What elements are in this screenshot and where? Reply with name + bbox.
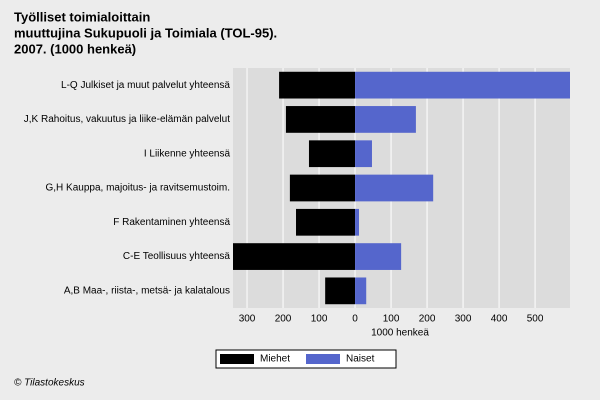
legend-swatch	[306, 354, 340, 364]
bar	[308, 140, 356, 168]
x-tick-label: 400	[491, 314, 508, 325]
x-tick-label: 200	[275, 314, 292, 325]
x-tick-label: 100	[311, 314, 328, 325]
bar	[296, 208, 356, 236]
bar	[289, 174, 356, 202]
legend-swatch	[220, 354, 254, 364]
bar	[355, 243, 402, 270]
bar	[285, 106, 356, 133]
y-tick-label: F Rakentaminen yhteensä	[113, 217, 230, 228]
legend-label: Naiset	[346, 354, 375, 365]
x-tick-label: 0	[352, 314, 358, 325]
chart-title: 2007. (1000 henkeä)	[14, 41, 136, 56]
bar	[355, 140, 372, 168]
bar	[355, 208, 360, 236]
chart-title: muuttujina Sukupuoli ja Toimiala (TOL-95…	[14, 25, 277, 40]
bar	[355, 106, 416, 133]
bar	[233, 243, 356, 270]
x-tick-label: 500	[527, 314, 544, 325]
source: © Tilastokeskus	[14, 378, 85, 389]
bar	[355, 71, 570, 99]
bar	[325, 277, 356, 305]
y-tick-label: J,K Rahoitus, vakuutus ja liike-elämän p…	[24, 114, 230, 125]
x-tick-label: 100	[383, 314, 400, 325]
x-tick-label: 300	[239, 314, 256, 325]
bar	[355, 277, 367, 305]
y-tick-label: L-Q Julkiset ja muut palvelut yhteensä	[61, 80, 230, 91]
x-tick-label: 200	[419, 314, 436, 325]
bar	[279, 71, 356, 99]
x-axis-label: 1000 henkeä	[371, 328, 429, 339]
y-tick-label: A,B Maa-, riista-, metsä- ja kalatalous	[64, 285, 230, 296]
x-tick-label: 300	[455, 314, 472, 325]
y-tick-label: I Liikenne yhteensä	[144, 148, 231, 159]
bar	[355, 174, 434, 202]
legend-label: Miehet	[260, 354, 290, 365]
chart-title: Työlliset toimialoittain	[14, 9, 150, 24]
y-tick-label: C-E Teollisuus yhteensä	[123, 251, 231, 262]
y-tick-label: G,H Kauppa, majoitus- ja ravitsemustoim.	[45, 183, 230, 194]
